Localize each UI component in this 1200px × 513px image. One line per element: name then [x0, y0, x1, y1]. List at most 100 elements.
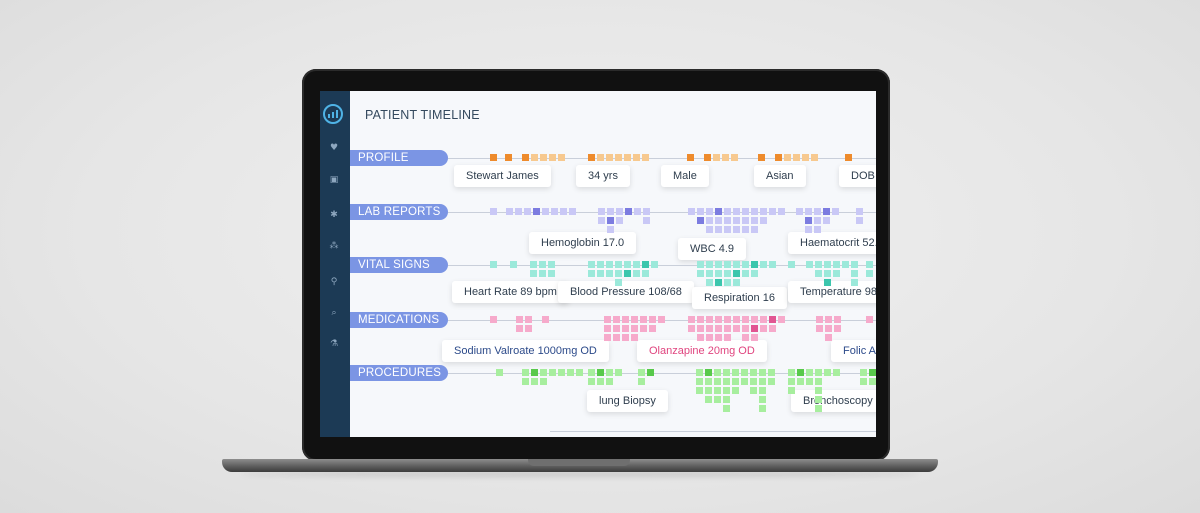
- event-marker[interactable]: [833, 261, 840, 268]
- event-marker[interactable]: [722, 154, 729, 161]
- event-marker[interactable]: [525, 316, 532, 323]
- event-marker[interactable]: [522, 378, 529, 385]
- event-marker[interactable]: [604, 334, 611, 341]
- event-marker[interactable]: [597, 369, 604, 376]
- event-marker[interactable]: [760, 325, 767, 332]
- event-marker[interactable]: [723, 405, 730, 412]
- event-marker[interactable]: [706, 334, 713, 341]
- event-marker[interactable]: [540, 369, 547, 376]
- event-marker[interactable]: [697, 208, 704, 215]
- event-marker[interactable]: [613, 316, 620, 323]
- event-marker[interactable]: [622, 316, 629, 323]
- event-marker[interactable]: [750, 378, 757, 385]
- event-marker[interactable]: [606, 378, 613, 385]
- event-marker[interactable]: [742, 270, 749, 277]
- event-marker[interactable]: [732, 387, 739, 394]
- event-marker[interactable]: [788, 261, 795, 268]
- event-marker[interactable]: [732, 369, 739, 376]
- event-marker[interactable]: [759, 405, 766, 412]
- event-marker[interactable]: [560, 208, 567, 215]
- event-marker[interactable]: [531, 369, 538, 376]
- event-marker[interactable]: [759, 396, 766, 403]
- event-marker[interactable]: [733, 316, 740, 323]
- event-marker[interactable]: [834, 316, 841, 323]
- chip-vital-blood-pressure[interactable]: Blood Pressure 108/68: [558, 281, 694, 303]
- event-marker[interactable]: [615, 369, 622, 376]
- event-marker[interactable]: [742, 316, 749, 323]
- event-marker[interactable]: [622, 334, 629, 341]
- event-marker[interactable]: [615, 261, 622, 268]
- event-marker[interactable]: [705, 396, 712, 403]
- event-marker[interactable]: [490, 316, 497, 323]
- event-marker[interactable]: [816, 325, 823, 332]
- event-marker[interactable]: [741, 378, 748, 385]
- chip-lab-haematocrit[interactable]: Haematocrit 52.: [788, 232, 876, 254]
- event-marker[interactable]: [548, 261, 555, 268]
- event-marker[interactable]: [604, 325, 611, 332]
- event-marker[interactable]: [548, 270, 555, 277]
- event-marker[interactable]: [490, 208, 497, 215]
- row-label-lab-reports[interactable]: LAB REPORTS: [350, 204, 448, 220]
- event-marker[interactable]: [714, 387, 721, 394]
- event-marker[interactable]: [706, 226, 713, 233]
- event-marker[interactable]: [597, 378, 604, 385]
- chip-proc-bronchoscopy[interactable]: Bronchoscopy: [791, 390, 876, 412]
- event-marker[interactable]: [697, 261, 704, 268]
- event-marker[interactable]: [576, 369, 583, 376]
- event-marker[interactable]: [723, 396, 730, 403]
- event-marker[interactable]: [649, 316, 656, 323]
- event-marker[interactable]: [697, 316, 704, 323]
- event-marker[interactable]: [866, 261, 873, 268]
- event-marker[interactable]: [705, 387, 712, 394]
- event-marker[interactable]: [869, 378, 876, 385]
- event-marker[interactable]: [642, 261, 649, 268]
- event-marker[interactable]: [715, 226, 722, 233]
- event-marker[interactable]: [706, 325, 713, 332]
- event-marker[interactable]: [496, 369, 503, 376]
- event-marker[interactable]: [742, 208, 749, 215]
- event-marker[interactable]: [516, 325, 523, 332]
- event-marker[interactable]: [549, 369, 556, 376]
- chip-lab-wbc[interactable]: WBC 4.9: [678, 238, 747, 260]
- event-marker[interactable]: [490, 154, 497, 161]
- event-marker[interactable]: [824, 261, 831, 268]
- row-label-procedures[interactable]: PROCEDURES: [350, 365, 448, 381]
- microscope-icon[interactable]: ⚲: [330, 277, 338, 287]
- event-marker[interactable]: [549, 154, 556, 161]
- event-marker[interactable]: [715, 208, 722, 215]
- event-marker[interactable]: [750, 369, 757, 376]
- event-marker[interactable]: [742, 226, 749, 233]
- event-marker[interactable]: [723, 387, 730, 394]
- event-marker[interactable]: [733, 208, 740, 215]
- event-marker[interactable]: [688, 325, 695, 332]
- row-label-medications[interactable]: MEDICATIONS: [350, 312, 448, 328]
- event-marker[interactable]: [815, 405, 822, 412]
- event-marker[interactable]: [558, 154, 565, 161]
- event-marker[interactable]: [542, 316, 549, 323]
- event-marker[interactable]: [823, 208, 830, 215]
- event-marker[interactable]: [815, 270, 822, 277]
- event-marker[interactable]: [742, 334, 749, 341]
- event-marker[interactable]: [706, 279, 713, 286]
- event-marker[interactable]: [588, 261, 595, 268]
- event-marker[interactable]: [542, 208, 549, 215]
- event-marker[interactable]: [505, 154, 512, 161]
- event-marker[interactable]: [706, 270, 713, 277]
- event-marker[interactable]: [506, 208, 513, 215]
- event-marker[interactable]: [714, 378, 721, 385]
- event-marker[interactable]: [751, 270, 758, 277]
- event-marker[interactable]: [515, 208, 522, 215]
- event-marker[interactable]: [696, 378, 703, 385]
- event-marker[interactable]: [806, 378, 813, 385]
- event-marker[interactable]: [522, 369, 529, 376]
- event-marker[interactable]: [598, 217, 605, 224]
- event-marker[interactable]: [531, 154, 538, 161]
- event-marker[interactable]: [805, 208, 812, 215]
- event-marker[interactable]: [751, 208, 758, 215]
- event-marker[interactable]: [814, 226, 821, 233]
- event-marker[interactable]: [606, 270, 613, 277]
- chip-med-folic-acid[interactable]: Folic A: [831, 340, 876, 362]
- event-marker[interactable]: [860, 378, 867, 385]
- event-marker[interactable]: [758, 154, 765, 161]
- event-marker[interactable]: [869, 369, 876, 376]
